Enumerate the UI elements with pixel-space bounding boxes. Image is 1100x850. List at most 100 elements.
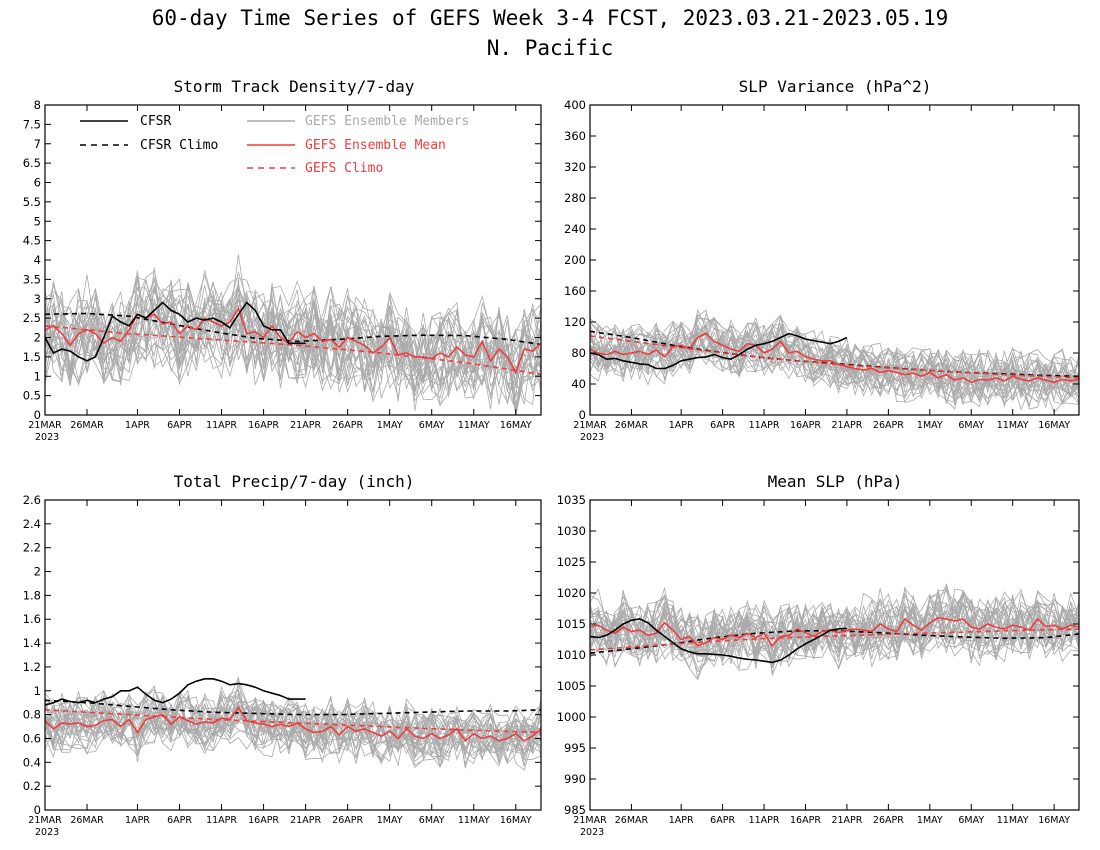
x-tick-label: 16APR — [790, 420, 821, 431]
x-tick-label: 21APR — [290, 815, 321, 826]
x-tick-label: 11MAY — [458, 420, 490, 431]
gefs-ensemble-mean-line — [44, 706, 542, 742]
y-tick-label: 0.4 — [23, 755, 41, 769]
y-tick-label: 1035 — [557, 493, 586, 507]
x-tick-label: 21MAR — [573, 815, 607, 826]
figure-subtitle: N. Pacific — [487, 36, 613, 60]
y-tick-label: 400 — [564, 98, 586, 112]
x-tick-label: 1APR — [125, 815, 150, 826]
x-tick-label: 11APR — [749, 420, 780, 431]
y-tick-label: 1010 — [557, 648, 586, 662]
y-tick-label: 1000 — [557, 710, 586, 724]
y-tick-label: 1020 — [557, 586, 586, 600]
gefs-climo-line — [589, 335, 1080, 379]
ensemble-members — [44, 254, 542, 416]
y-tick-label: 2.6 — [23, 493, 41, 507]
panel-title: Total Precip/7-day (inch) — [174, 472, 415, 491]
ensemble-member-line — [589, 588, 1080, 654]
legend-label-members: GEFS Ensemble Members — [305, 114, 469, 129]
y-tick-label: 2 — [34, 331, 41, 345]
x-tick-label: 6MAY — [958, 815, 984, 826]
x-tick-label: 11APR — [749, 815, 780, 826]
ensemble-member-line — [44, 297, 542, 409]
x-tick-label: 1MAY — [917, 420, 943, 431]
ensemble-member-line — [44, 285, 542, 416]
gefs-ensemble-mean-line — [44, 306, 542, 375]
ensemble-member-line — [589, 331, 1080, 403]
ensemble-member-line — [589, 594, 1080, 669]
gefs-ensemble-mean-line — [589, 616, 1080, 648]
legend-label-cfsr-climo: CFSR Climo — [140, 138, 218, 153]
ensemble-members — [589, 582, 1080, 681]
x-tick-label: 6MAY — [419, 420, 445, 431]
storm-track-density-panel: Storm Track Density/7-day 0 0.5 1 1.5 2 2.5 3 3… — [23, 77, 542, 443]
y-tick-label: 2.4 — [23, 517, 41, 531]
y-tick-label: 1.5 — [23, 350, 41, 364]
y-tick-label: 4.5 — [23, 234, 41, 248]
cfsr-line — [589, 332, 848, 370]
ensemble-member-line — [589, 586, 1080, 647]
y-tick-label: 0.6 — [23, 731, 41, 745]
x-tick-label: 26MAR — [70, 420, 104, 431]
y-tick-label: 320 — [564, 160, 586, 174]
y-tick-label: 6 — [34, 176, 41, 190]
y-tick-label: 0.2 — [23, 779, 41, 793]
slp-variance-panel: SLP Variance (hPa^2) 0 40 80 120 160 200 240 28… — [564, 77, 1080, 443]
x-tick-label: 16MAY — [1038, 815, 1070, 826]
ensemble-member-line — [589, 324, 1080, 404]
x-tick-label: 11MAY — [997, 420, 1029, 431]
ensemble-member-line — [44, 688, 542, 753]
x-tick-label: 1APR — [669, 420, 694, 431]
y-tick-label: 1005 — [557, 679, 586, 693]
x-tick-label: 6MAY — [419, 815, 445, 826]
ensemble-member-line — [44, 296, 542, 411]
x-axis-year: 2023 — [580, 827, 604, 838]
y-tick-label: 1025 — [557, 555, 586, 569]
gefs-climo-line — [589, 628, 1080, 651]
x-tick-label: 21MAR — [28, 815, 62, 826]
legend-label-mean: GEFS Ensemble Mean — [305, 138, 446, 153]
y-tick-label: 1030 — [557, 524, 586, 538]
y-tick-label: 990 — [564, 772, 586, 786]
ensemble-member-line — [44, 706, 542, 760]
x-tick-label: 1APR — [669, 815, 694, 826]
ensemble-member-line — [589, 326, 1080, 408]
ensemble-member-line — [589, 309, 1080, 396]
cfsr-climo-line — [44, 699, 542, 716]
x-tick-label: 11APR — [206, 815, 237, 826]
x-tick-label: 1MAY — [917, 815, 943, 826]
y-tick-label: 6.5 — [23, 156, 41, 170]
x-tick-label: 6APR — [167, 815, 192, 826]
x-tick-label: 16APR — [248, 815, 279, 826]
x-tick-label: 6APR — [710, 815, 735, 826]
y-tick-label: 0 — [579, 408, 586, 422]
y-tick-label: 995 — [564, 741, 586, 755]
y-tick-label: 1.4 — [23, 636, 41, 650]
ensemble-member-line — [44, 267, 542, 389]
plot-frame — [44, 499, 542, 811]
cfsr-line — [44, 301, 306, 362]
legend: CFSR CFSR Climo GEFS Ensemble Members GE… — [80, 114, 469, 176]
x-tick-label: 11MAY — [458, 815, 490, 826]
y-tick-label: 3 — [34, 292, 41, 306]
x-tick-label: 1MAY — [377, 815, 403, 826]
x-tick-label: 26MAR — [615, 420, 649, 431]
y-tick-label: 120 — [564, 315, 586, 329]
x-tick-label: 16MAY — [500, 815, 532, 826]
y-tick-label: 0 — [34, 803, 41, 817]
y-tick-label: 7 — [34, 137, 41, 151]
ensemble-member-line — [44, 311, 542, 406]
y-tick-label: 2 — [34, 565, 41, 579]
plot-area — [589, 582, 1080, 681]
legend-label-cfsr: CFSR — [140, 114, 171, 129]
ensemble-member-line — [589, 316, 1080, 393]
y-tick-label: 0.8 — [23, 708, 41, 722]
panel-title: Storm Track Density/7-day — [174, 77, 415, 96]
ensemble-members — [589, 308, 1080, 413]
cfsr-climo-line — [44, 312, 542, 346]
x-tick-label: 21APR — [831, 815, 862, 826]
panel-title: SLP Variance (hPa^2) — [739, 77, 932, 96]
y-tick-label: 1015 — [557, 617, 586, 631]
x-tick-label: 26APR — [332, 420, 363, 431]
y-tick-label: 0.5 — [23, 389, 41, 403]
